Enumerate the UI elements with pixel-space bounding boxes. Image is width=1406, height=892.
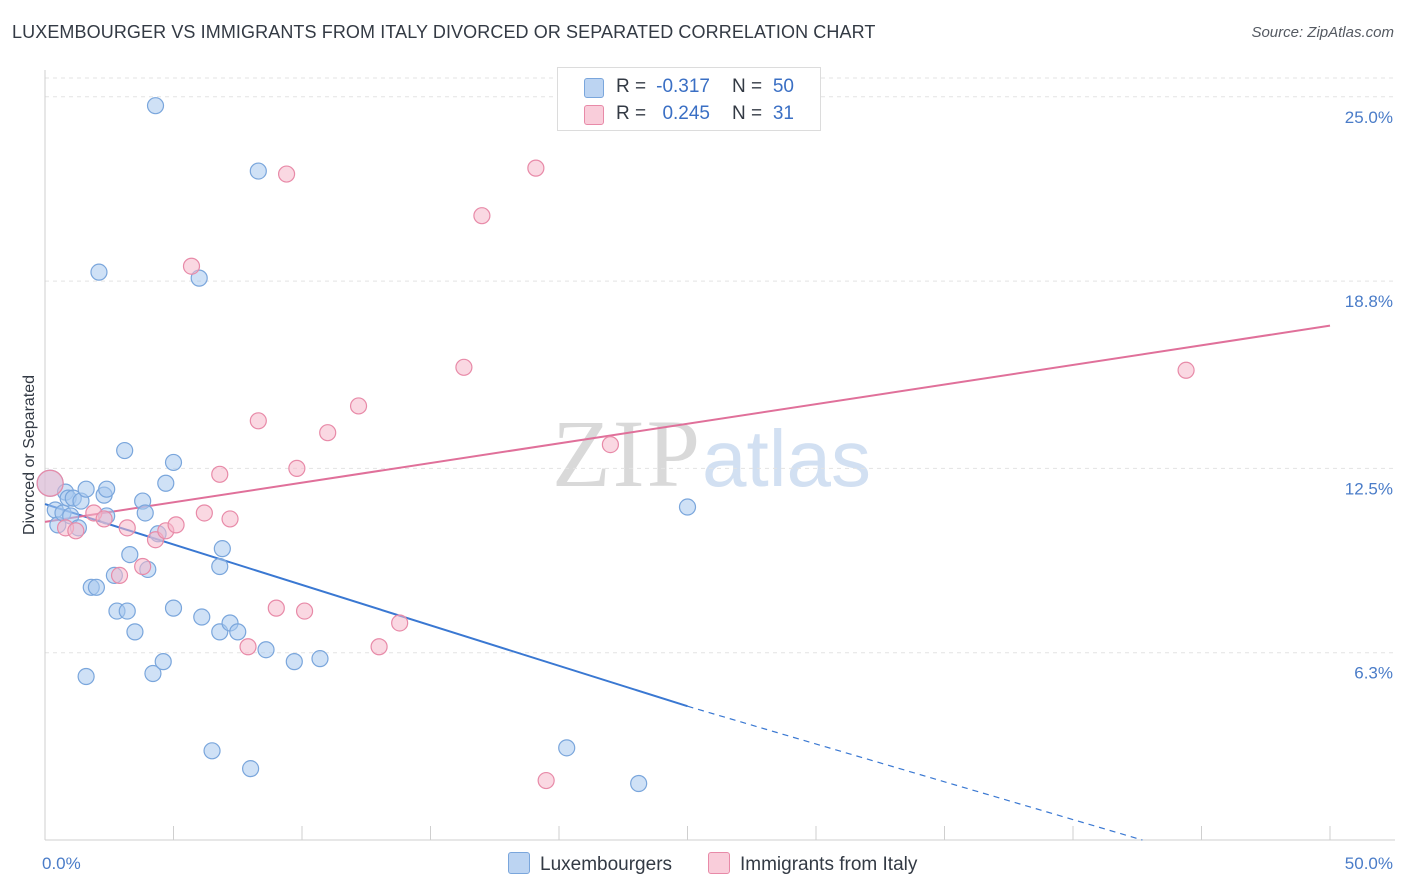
watermark-atlas: atlas (702, 414, 871, 503)
point-italy (537, 771, 555, 790)
watermark: ZIPatlas (552, 398, 871, 509)
point-luxembourgers (213, 540, 231, 558)
legend-r-label: R = (616, 76, 647, 97)
legend-n-value: 50 (772, 76, 794, 97)
legend-r-label: R = (616, 103, 647, 124)
point-luxembourgers (136, 504, 154, 522)
point-luxembourgers (116, 441, 134, 460)
legend-swatch-luxembourgers (584, 78, 604, 98)
y-tick-label: 18.8% (1345, 292, 1393, 311)
point-italy (601, 435, 620, 454)
point-italy (277, 165, 296, 183)
point-luxembourgers (678, 498, 697, 516)
point-italy (349, 397, 368, 415)
point-italy (473, 207, 491, 225)
point-italy (455, 358, 473, 376)
point-luxembourgers (211, 557, 229, 576)
point-italy (167, 516, 185, 534)
trend-line-italy (44, 324, 1331, 523)
trend-line-luxembourgers (44, 503, 688, 708)
y-tick-label: 6.3% (1354, 664, 1393, 683)
point-luxembourgers (285, 653, 303, 671)
bottom-legend-italy: Immigrants from Italy (708, 852, 917, 876)
point-italy (370, 638, 388, 656)
point-italy (1177, 361, 1195, 379)
point-italy (67, 522, 85, 540)
bottom-legend-label: Immigrants from Italy (740, 854, 918, 875)
legend-n-value: 31 (772, 103, 794, 124)
bottom-legend-luxembourgers: Luxembourgers (508, 852, 672, 876)
y-tick-label: 12.5% (1345, 479, 1393, 498)
point-italy (319, 424, 337, 442)
data-points (36, 97, 1195, 793)
legend-r-value: 0.245 (662, 103, 710, 124)
point-luxembourgers (164, 453, 183, 472)
point-italy (110, 566, 129, 585)
point-luxembourgers (144, 664, 162, 683)
watermark-zip: ZIP (552, 400, 702, 507)
legend-swatch-italy (584, 105, 604, 125)
point-luxembourgers (257, 641, 275, 659)
point-luxembourgers (98, 480, 116, 498)
point-luxembourgers (193, 608, 211, 626)
point-italy (221, 510, 239, 528)
chart-title: LUXEMBOURGER VS IMMIGRANTS FROM ITALY DI… (12, 22, 876, 42)
point-luxembourgers (558, 739, 576, 757)
point-luxembourgers (203, 742, 221, 760)
point-italy (527, 159, 545, 177)
y-axis-label: Divorced or Separated (21, 375, 38, 535)
y-tick-label: 25.0% (1345, 108, 1393, 127)
point-italy (36, 469, 64, 497)
point-italy (118, 519, 136, 537)
axes (44, 70, 1395, 841)
point-luxembourgers (126, 623, 144, 641)
point-luxembourgers (118, 602, 136, 620)
point-italy (182, 257, 201, 275)
point-italy (267, 599, 285, 617)
source-label: Source: ZipAtlas.com (1251, 24, 1394, 41)
point-italy (391, 614, 409, 632)
point-luxembourgers (77, 480, 95, 498)
point-italy (288, 459, 306, 477)
point-luxembourgers (154, 653, 172, 671)
point-italy (95, 510, 113, 528)
point-luxembourgers (630, 774, 648, 793)
point-italy (249, 412, 267, 430)
point-italy (134, 557, 152, 576)
legend-n-label: N = (732, 76, 763, 97)
trend-lines (44, 324, 1331, 841)
point-italy (239, 638, 257, 656)
x-tick-label: 50.0% (1345, 854, 1393, 873)
point-luxembourgers (229, 623, 247, 641)
point-luxembourgers (121, 545, 139, 564)
point-luxembourgers (242, 760, 260, 778)
point-italy (295, 602, 314, 620)
point-italy (195, 504, 213, 522)
bottom-legend-label: Luxembourgers (540, 854, 673, 875)
x-tick-label: 0.0% (42, 854, 81, 873)
bottom-legend-swatch-luxembourgers (508, 852, 530, 874)
legend: R = -0.317 N = 50 R = 0.245 N = 31 (557, 67, 821, 131)
legend-r-value: -0.317 (656, 76, 710, 97)
legend-n-label: N = (732, 103, 763, 124)
tick-labels: 6.3% 12.5% 18.8% 25.0% 0.0% 50.0% (42, 108, 1393, 873)
point-luxembourgers (164, 599, 183, 617)
point-luxembourgers (90, 263, 108, 281)
point-luxembourgers (311, 650, 329, 668)
point-luxembourgers (87, 578, 106, 596)
point-luxembourgers (77, 667, 95, 686)
point-luxembourgers (157, 474, 175, 492)
point-luxembourgers (190, 269, 208, 287)
point-luxembourgers (249, 162, 267, 180)
trend-line-luxembourgers-extension (687, 705, 1143, 841)
bottom-legend-swatch-italy (708, 852, 730, 874)
point-luxembourgers (146, 97, 165, 115)
point-italy (211, 465, 229, 483)
